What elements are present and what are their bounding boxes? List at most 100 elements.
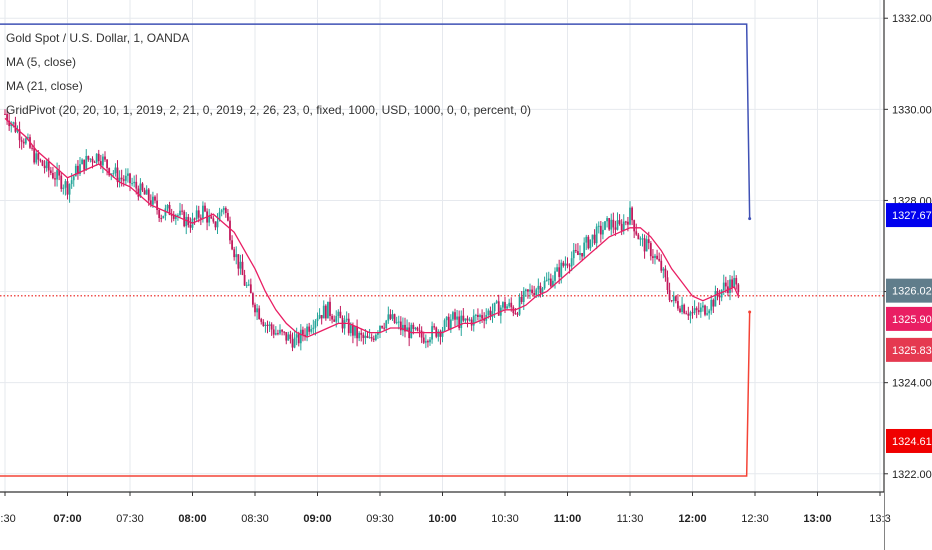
- candle-body: [545, 280, 548, 282]
- candle-body: [329, 301, 331, 316]
- price-tag-box: [886, 428, 932, 453]
- candle-body: [118, 177, 121, 182]
- candle-body: [460, 315, 463, 329]
- candle-body: [543, 280, 546, 289]
- candle-body: [410, 324, 413, 339]
- time-tick-label: 10:30: [491, 513, 519, 525]
- candle-body: [147, 189, 150, 201]
- price-tags: 1327.679 1326.020 1325.909 1325.833 1324.619: [886, 203, 932, 453]
- candle-body: [66, 181, 69, 195]
- candle-body: [393, 314, 396, 323]
- candle-body: [312, 327, 315, 330]
- candle-body: [495, 301, 498, 303]
- candle-body: [77, 165, 79, 175]
- candle-body: [35, 153, 38, 163]
- legend-ma5[interactable]: MA (5, close): [6, 55, 77, 69]
- candle-body: [593, 234, 596, 244]
- candle-body: [610, 219, 613, 230]
- candle-body: [70, 180, 73, 185]
- candle-body: [108, 168, 111, 176]
- candle-body: [443, 320, 446, 331]
- candle-body: [204, 205, 206, 212]
- candle-body: [285, 332, 288, 341]
- candle-body: [522, 291, 525, 302]
- candle-body: [654, 255, 656, 258]
- candle-body: [56, 170, 58, 180]
- candle-body: [506, 306, 508, 309]
- candle-body: [133, 181, 136, 184]
- candle-body: [79, 164, 81, 175]
- candle-body: [414, 327, 417, 329]
- candle-body: [241, 261, 244, 275]
- candle-body: [189, 224, 192, 228]
- candle-body: [429, 339, 431, 343]
- candle-body: [710, 299, 713, 311]
- candle-body: [24, 138, 27, 144]
- candle-body: [102, 156, 104, 166]
- candle-body: [433, 326, 436, 328]
- candle-body: [64, 181, 67, 188]
- candle-body: [137, 188, 140, 197]
- candle-body: [166, 204, 169, 209]
- candle-body: [483, 318, 486, 321]
- candle-body: [547, 278, 550, 281]
- candle-body: [399, 321, 402, 331]
- candle-body: [229, 220, 231, 241]
- candle-body: [504, 302, 506, 309]
- candle-body: [256, 308, 258, 313]
- candle-body: [649, 243, 652, 257]
- candle-body: [631, 207, 633, 221]
- candle-body: [587, 236, 590, 249]
- candle-body: [672, 296, 675, 301]
- candle-body: [577, 251, 579, 255]
- candle-body: [12, 122, 15, 124]
- price-tick-label: 1332.000: [892, 13, 932, 25]
- candle-body: [62, 187, 65, 189]
- candle-body: [589, 239, 592, 249]
- candle-body: [599, 225, 602, 235]
- candle-body: [508, 302, 511, 307]
- candle-body: [724, 282, 727, 287]
- candle-body: [291, 338, 294, 348]
- candle-body: [677, 301, 679, 309]
- candle-body: [372, 338, 375, 340]
- candle-body: [227, 213, 229, 221]
- candle-body: [524, 289, 527, 292]
- candle-body: [374, 334, 377, 340]
- candle-body: [139, 183, 142, 197]
- legend-symbol[interactable]: Gold Spot / U.S. Dollar, 1, OANDA: [6, 31, 190, 45]
- price-tag-label: 1325.833: [892, 345, 932, 357]
- candle-body: [6, 114, 8, 121]
- candle-body: [168, 204, 171, 215]
- candle-body: [462, 315, 465, 321]
- candle-body: [268, 324, 271, 326]
- candle-body: [441, 330, 444, 337]
- candle-body: [306, 326, 308, 336]
- legend-indicator[interactable]: GridPivot (20, 20, 10, 1, 2019, 2, 21, 0…: [6, 103, 531, 117]
- candle-body: [245, 284, 248, 286]
- candle-body: [643, 238, 646, 252]
- candle-body: [533, 293, 536, 296]
- candle-body: [181, 210, 183, 212]
- candle-body: [645, 239, 648, 252]
- candle-body: [668, 290, 671, 301]
- candle-body: [237, 254, 240, 269]
- candle-body: [39, 159, 42, 161]
- candle-body: [339, 311, 342, 319]
- candle-body: [377, 332, 379, 335]
- candle-body: [527, 289, 529, 292]
- price-tag-box: [886, 203, 932, 228]
- candle-body: [560, 262, 563, 277]
- chart-legend: Gold Spot / U.S. Dollar, 1, OANDA MA (5,…: [6, 26, 531, 122]
- candle-body: [379, 325, 381, 333]
- candle-body: [210, 216, 213, 219]
- candle-body: [345, 318, 348, 321]
- candle-body: [602, 229, 604, 235]
- candle-body: [418, 330, 421, 332]
- legend-ma21[interactable]: MA (21, close): [6, 79, 83, 93]
- candle-body: [83, 159, 86, 170]
- candle-body: [222, 208, 225, 211]
- time-tick-label: 09:30: [366, 513, 394, 525]
- candle-body: [395, 322, 398, 324]
